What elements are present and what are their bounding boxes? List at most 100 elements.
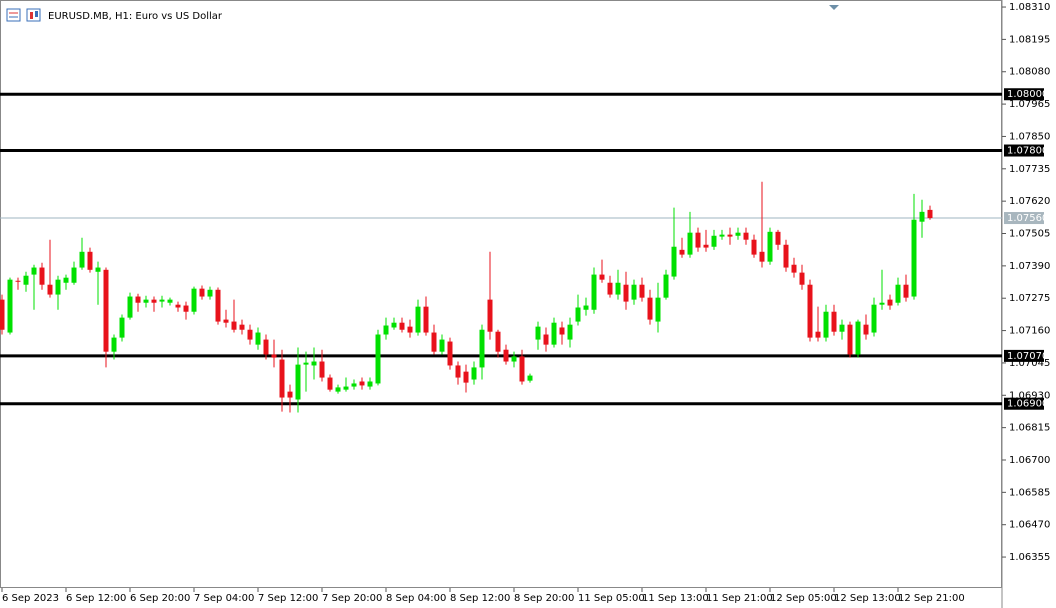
candle-body (87, 251, 93, 270)
candle-body (535, 326, 541, 340)
candle-body (463, 371, 469, 383)
candle-body (319, 361, 325, 378)
candle-body (175, 304, 181, 308)
candle-body (575, 307, 581, 322)
level-label-box (1004, 349, 1044, 362)
candle-body (671, 246, 677, 277)
candle-body (479, 329, 485, 368)
candle-body (911, 219, 917, 297)
candle-body (855, 321, 861, 355)
x-tick-label: 7 Sep 20:00 (322, 593, 382, 604)
candle-body (759, 251, 765, 262)
candle-body (223, 319, 229, 323)
candle-body (191, 288, 197, 312)
x-tick-label: 11 Sep 05:00 (578, 593, 645, 604)
candle-body (383, 325, 389, 335)
level-label-box (1004, 144, 1044, 157)
y-tick-label: 1.07045 (1009, 358, 1050, 369)
shift-marker (829, 5, 839, 10)
y-tick-label: 1.07160 (1009, 326, 1050, 337)
y-tick-label: 1.06815 (1009, 423, 1050, 434)
candle-body (751, 239, 757, 255)
candle-body (791, 264, 797, 273)
candle-body (55, 279, 61, 295)
candle-body (207, 289, 213, 297)
candle-body (495, 331, 501, 352)
x-tick-label: 8 Sep 04:00 (386, 593, 446, 604)
candle-body (127, 296, 133, 318)
candle-body (103, 269, 109, 352)
candle-body (271, 354, 277, 358)
x-tick-label: 12 Sep 21:00 (898, 593, 965, 604)
candle-body (839, 324, 845, 332)
y-tick-label: 1.07275 (1009, 293, 1050, 304)
candle-body (367, 381, 373, 387)
current-price-label: 1.07560 (1007, 213, 1048, 224)
candle-body (767, 231, 773, 262)
candle-body (831, 311, 837, 332)
x-tick-label: 6 Sep 12:00 (66, 593, 126, 604)
candle-body (335, 387, 341, 392)
candle-body (447, 341, 453, 366)
candle-body (183, 305, 189, 312)
y-tick-label: 1.06585 (1009, 487, 1050, 498)
candle-body (599, 274, 605, 280)
candle-body (15, 280, 21, 282)
candle-body (327, 377, 333, 390)
candle-body (279, 359, 285, 398)
candle-body (735, 232, 741, 236)
y-tick-label: 1.07735 (1009, 164, 1050, 175)
candle-body (631, 284, 637, 300)
candle-body (503, 349, 509, 362)
candle-body (239, 324, 245, 330)
candle-body (247, 329, 253, 340)
candle-body (79, 251, 85, 268)
candle-body (623, 284, 629, 302)
y-tick-label: 1.07505 (1009, 229, 1050, 240)
candle-body (743, 232, 749, 240)
candle-body (359, 381, 365, 386)
y-tick-label: 1.06700 (1009, 455, 1050, 466)
candle-body (167, 299, 173, 303)
candle-body (439, 339, 445, 352)
icon-bar (30, 12, 33, 19)
candle-body (487, 299, 493, 332)
y-tick-label: 1.07620 (1009, 196, 1050, 207)
candle-body (455, 365, 461, 378)
plot-frame (0, 0, 1002, 588)
candle-body (895, 284, 901, 303)
x-tick-label: 8 Sep 20:00 (514, 593, 574, 604)
candle-body (543, 334, 549, 345)
candle-body (295, 364, 301, 400)
candle-body (775, 231, 781, 245)
level-label-box (1004, 88, 1044, 101)
candle-body (551, 322, 557, 345)
candle-body (143, 299, 149, 303)
y-tick-label: 1.06355 (1009, 552, 1050, 563)
candle-body (303, 362, 309, 365)
candle-body (95, 267, 101, 272)
x-tick-label: 6 Sep 2023 (2, 593, 59, 604)
candle-body (687, 232, 693, 255)
x-tick-label: 6 Sep 20:00 (130, 593, 190, 604)
candle-body (71, 267, 77, 283)
candle-body (287, 391, 293, 398)
x-tick-label: 11 Sep 13:00 (642, 593, 709, 604)
candle-body (263, 339, 269, 355)
candle-body (375, 334, 381, 384)
candle-body (887, 299, 893, 306)
x-tick-label: 12 Sep 05:00 (770, 593, 837, 604)
candle-body (799, 272, 805, 285)
candle-body (583, 305, 589, 310)
candle-body (255, 332, 261, 345)
candle-body (919, 211, 925, 222)
y-tick-label: 1.08310 (1009, 2, 1050, 13)
candle-body (527, 375, 533, 381)
candle-body (847, 324, 853, 355)
candle-body (807, 284, 813, 338)
candle-body (407, 326, 413, 333)
candle-body (111, 337, 117, 352)
y-tick-label: 1.08195 (1009, 34, 1050, 45)
candle-body (391, 322, 397, 328)
